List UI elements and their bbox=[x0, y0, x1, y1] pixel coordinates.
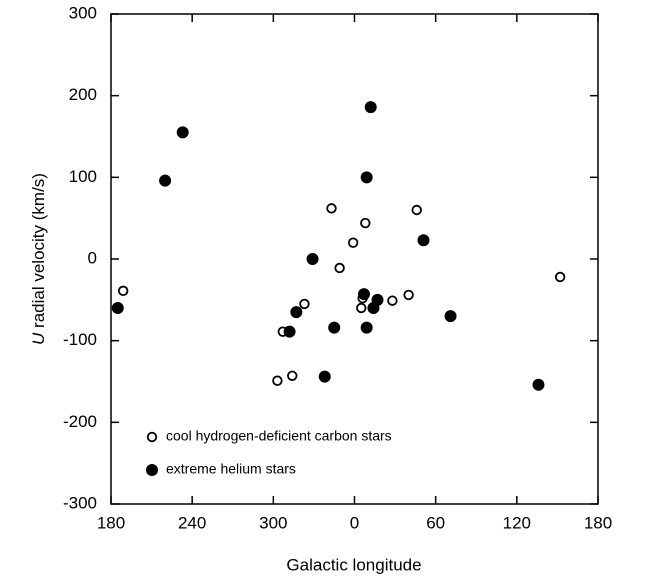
data-point bbox=[532, 378, 545, 391]
data-point bbox=[283, 325, 296, 338]
data-point bbox=[360, 217, 371, 229]
data-point bbox=[299, 298, 310, 310]
y-tick-label: 0 bbox=[88, 248, 97, 267]
legend-label: extreme helium stars bbox=[166, 461, 296, 477]
data-point bbox=[364, 101, 377, 114]
x-tick-label: 240 bbox=[178, 513, 206, 532]
y-tick-label: -300 bbox=[63, 493, 97, 512]
data-point bbox=[403, 289, 414, 301]
data-point bbox=[290, 306, 303, 319]
legend-label: cool hydrogen-deficient carbon stars bbox=[166, 428, 392, 444]
x-tick-label: 0 bbox=[350, 513, 359, 532]
data-point bbox=[356, 302, 367, 314]
data-point bbox=[326, 203, 337, 214]
data-point bbox=[117, 285, 129, 297]
data-point bbox=[272, 375, 283, 386]
data-point bbox=[360, 171, 373, 184]
y-tick-label: 200 bbox=[69, 85, 97, 104]
data-point bbox=[176, 126, 189, 139]
y-tick-label: -200 bbox=[63, 412, 97, 431]
y-axis-variable: U bbox=[29, 332, 48, 345]
data-point bbox=[360, 321, 373, 334]
data-point bbox=[444, 310, 457, 323]
data-point bbox=[328, 321, 341, 334]
data-point bbox=[159, 174, 172, 187]
y-tick-label: 300 bbox=[69, 3, 97, 22]
data-point bbox=[318, 370, 331, 383]
x-tick-label: 300 bbox=[259, 513, 287, 532]
legend-marker bbox=[146, 464, 158, 476]
data-point bbox=[554, 271, 566, 283]
data-point bbox=[347, 237, 359, 248]
data-point bbox=[334, 262, 345, 274]
data-point bbox=[306, 253, 319, 265]
data-point bbox=[357, 288, 370, 301]
x-tick-label: 120 bbox=[503, 513, 531, 532]
legend-marker bbox=[146, 431, 158, 443]
data-point bbox=[387, 295, 398, 306]
y-tick-label: -100 bbox=[63, 330, 97, 349]
data-point bbox=[287, 370, 298, 381]
y-axis-label: U radial velocity (km/s) bbox=[29, 173, 48, 345]
data-point bbox=[367, 302, 380, 314]
data-point bbox=[417, 234, 430, 247]
y-tick-label: 100 bbox=[69, 167, 97, 186]
y-axis-text: radial velocity (km/s) bbox=[29, 173, 48, 328]
data-point bbox=[111, 302, 124, 314]
x-tick-label: 60 bbox=[426, 513, 445, 532]
x-axis-label: Galactic longitude bbox=[286, 555, 421, 574]
x-tick-label: 180 bbox=[97, 513, 125, 532]
data-point bbox=[411, 204, 422, 216]
x-tick-label: 180 bbox=[584, 513, 612, 532]
